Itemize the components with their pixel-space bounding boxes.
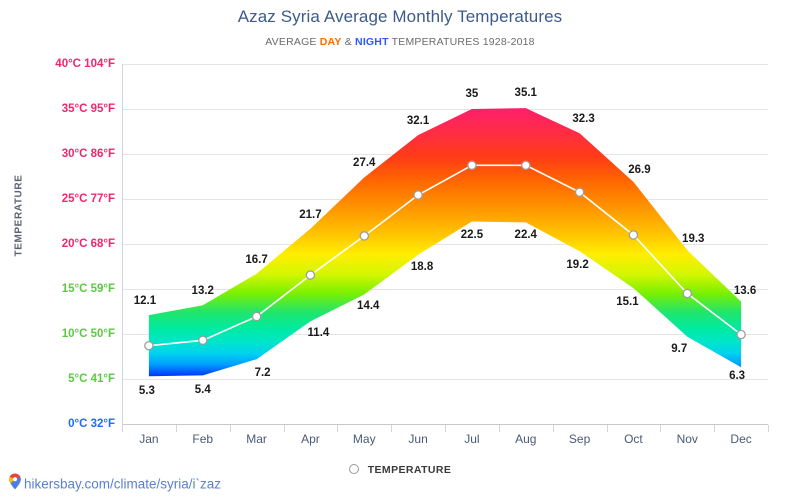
gridline	[122, 109, 768, 110]
night-value-label-aug: 22.4	[514, 229, 537, 242]
y-axis-line	[122, 64, 123, 425]
map-pin-icon	[8, 473, 22, 493]
data-point-marker	[467, 160, 477, 171]
x-axis-label-jan: Jan	[139, 432, 159, 446]
x-tick	[714, 425, 716, 432]
x-axis-label-apr: Apr	[301, 432, 320, 446]
y-axis-tick-labels: 40°C 104°F 35°C 95°F 30°C 86°F 25°C 77°F 20°…	[0, 0, 115, 500]
x-axis-label-nov: Nov	[676, 432, 698, 446]
subtitle-amp: &	[341, 36, 356, 48]
y-tick-label: 25°C 77°F	[61, 193, 115, 205]
day-value-label-nov: 19.3	[682, 233, 705, 246]
x-tick	[175, 425, 177, 432]
chart-subtitle: AVERAGE DAY & NIGHT TEMPERATURES 1928-20…	[0, 36, 800, 48]
day-value-label-sep: 32.3	[572, 113, 595, 126]
x-tick	[498, 425, 500, 432]
x-axis-label-jun: Jun	[408, 432, 428, 446]
subtitle-night: NIGHT	[355, 36, 389, 48]
x-axis-label-aug: Aug	[515, 432, 537, 446]
x-tick	[445, 425, 446, 432]
day-value-label-jan: 12.1	[133, 295, 157, 308]
night-value-label-may: 14.4	[357, 300, 380, 313]
circle-outline-icon	[348, 464, 359, 475]
x-tick	[283, 425, 285, 432]
night-value-label-feb: 5.4	[194, 384, 211, 397]
gridline	[122, 244, 768, 245]
data-point-marker	[521, 160, 531, 171]
night-value-label-apr: 11.4	[307, 327, 330, 340]
day-value-label-apr: 21.7	[299, 208, 322, 221]
x-tick	[768, 425, 769, 432]
data-point-marker	[305, 270, 316, 280]
legend-label: TEMPERATURE	[367, 464, 452, 477]
gridline	[122, 289, 768, 290]
y-axis-title: TEMPERATURE	[13, 174, 25, 257]
night-value-label-dec: 6.3	[729, 370, 746, 383]
gridline	[122, 199, 768, 200]
x-tick	[552, 425, 554, 432]
x-tick	[660, 425, 662, 432]
x-axis-label-oct: Oct	[624, 432, 643, 446]
subtitle-suffix: TEMPERATURES 1928-2018	[388, 36, 535, 48]
data-point-marker	[413, 190, 423, 200]
data-point-markers	[144, 160, 746, 351]
y-tick-label: 35°C 95°F	[61, 103, 115, 115]
x-tick	[606, 425, 608, 432]
y-tick-label: 0°C 32°F	[68, 418, 115, 430]
y-tick-label: 10°C 50°F	[61, 328, 115, 340]
page-title: Azaz Syria Average Monthly Temperatures	[237, 7, 563, 26]
x-axis-label-feb: Feb	[192, 432, 214, 446]
night-value-label-nov: 9.7	[671, 342, 688, 355]
y-tick-label: 20°C 68°F	[61, 238, 115, 250]
gridline	[122, 334, 768, 335]
data-point-marker	[628, 230, 639, 240]
x-tick	[122, 425, 123, 432]
data-point-marker	[144, 340, 154, 351]
data-point-marker	[198, 335, 208, 346]
gridline	[122, 64, 768, 65]
night-value-label-oct: 15.1	[616, 296, 639, 309]
y-tick-label: 40°C 104°F	[55, 58, 115, 70]
day-value-label-jul: 35	[465, 88, 479, 100]
x-tick	[391, 425, 393, 432]
x-axis-label-dec: Dec	[730, 432, 752, 446]
day-value-label-feb: 13.2	[191, 285, 214, 298]
data-point-marker	[359, 231, 370, 241]
night-value-label-jul: 22.5	[460, 228, 484, 241]
day-value-label-dec: 13.6	[733, 284, 757, 297]
data-point-marker	[574, 187, 585, 197]
data-point-marker	[682, 288, 693, 299]
mean-temperature-line	[148, 164, 742, 347]
night-value-label-sep: 19.2	[566, 259, 589, 272]
x-axis-label-may: May	[352, 432, 376, 446]
night-value-label-jan: 5.3	[138, 385, 155, 398]
x-axis-label-jul: Jul	[464, 432, 480, 446]
x-axis-label-mar: Mar	[246, 432, 267, 446]
source-link[interactable]: hikersbay.com/climate/syria/i`zaz	[8, 473, 222, 494]
subtitle-prefix: AVERAGE	[265, 36, 320, 48]
day-value-label-oct: 26.9	[628, 163, 651, 176]
x-tick	[337, 425, 339, 432]
gridline	[122, 154, 768, 155]
day-value-label-jun: 32.1	[406, 115, 430, 128]
gridline	[122, 379, 768, 380]
y-tick-label: 5°C 41°F	[68, 373, 115, 385]
y-tick-label: 30°C 86°F	[61, 148, 115, 160]
night-value-label-jun: 18.8	[410, 260, 434, 273]
y-tick-label: 15°C 59°F	[61, 283, 115, 295]
day-value-label-mar: 16.7	[245, 253, 268, 266]
x-axis-label-sep: Sep	[568, 432, 591, 446]
day-value-label-may: 27.4	[353, 157, 376, 170]
chart-legend[interactable]: TEMPERATURE	[0, 464, 800, 476]
night-value-label-mar: 7.2	[254, 367, 271, 380]
day-value-label-aug: 35.1	[514, 87, 537, 100]
x-tick	[229, 425, 231, 432]
temperature-range-band	[148, 108, 742, 377]
source-link-text: hikersbay.com/climate/syria/i`zaz	[24, 476, 222, 492]
subtitle-day: DAY	[319, 36, 342, 48]
data-point-marker	[251, 311, 262, 322]
gridline	[122, 424, 768, 425]
